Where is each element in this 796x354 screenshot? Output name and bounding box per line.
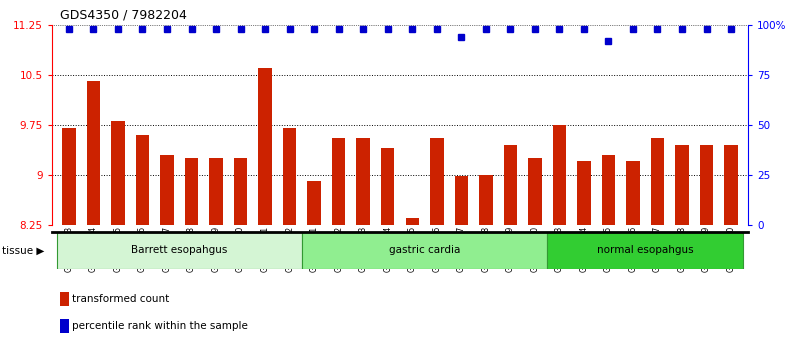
Bar: [283, 128, 296, 225]
Bar: [455, 176, 468, 225]
Bar: [62, 128, 76, 225]
Bar: [724, 145, 738, 225]
Bar: [307, 182, 321, 225]
Bar: [234, 158, 248, 225]
Bar: [332, 138, 345, 225]
Bar: [111, 121, 125, 225]
Bar: [209, 158, 223, 225]
Bar: [430, 138, 443, 225]
Bar: [651, 138, 664, 225]
Bar: [381, 148, 395, 225]
Text: percentile rank within the sample: percentile rank within the sample: [72, 321, 248, 331]
Bar: [504, 145, 517, 225]
Bar: [577, 161, 591, 225]
Bar: [602, 155, 615, 225]
Bar: [57, 232, 302, 269]
Bar: [552, 125, 566, 225]
Bar: [675, 145, 689, 225]
Text: gastric cardia: gastric cardia: [388, 245, 460, 256]
Bar: [302, 232, 547, 269]
Bar: [626, 161, 640, 225]
Bar: [700, 145, 713, 225]
Bar: [405, 218, 419, 225]
Bar: [87, 81, 100, 225]
Bar: [528, 158, 541, 225]
Text: normal esopahgus: normal esopahgus: [597, 245, 693, 256]
Bar: [259, 68, 272, 225]
Text: Barrett esopahgus: Barrett esopahgus: [131, 245, 228, 256]
Bar: [357, 138, 370, 225]
Bar: [185, 158, 198, 225]
Text: tissue ▶: tissue ▶: [2, 245, 45, 256]
Text: GDS4350 / 7982204: GDS4350 / 7982204: [60, 9, 186, 22]
Text: transformed count: transformed count: [72, 294, 170, 304]
Bar: [479, 175, 493, 225]
Bar: [547, 232, 743, 269]
Bar: [160, 155, 174, 225]
Bar: [136, 135, 149, 225]
